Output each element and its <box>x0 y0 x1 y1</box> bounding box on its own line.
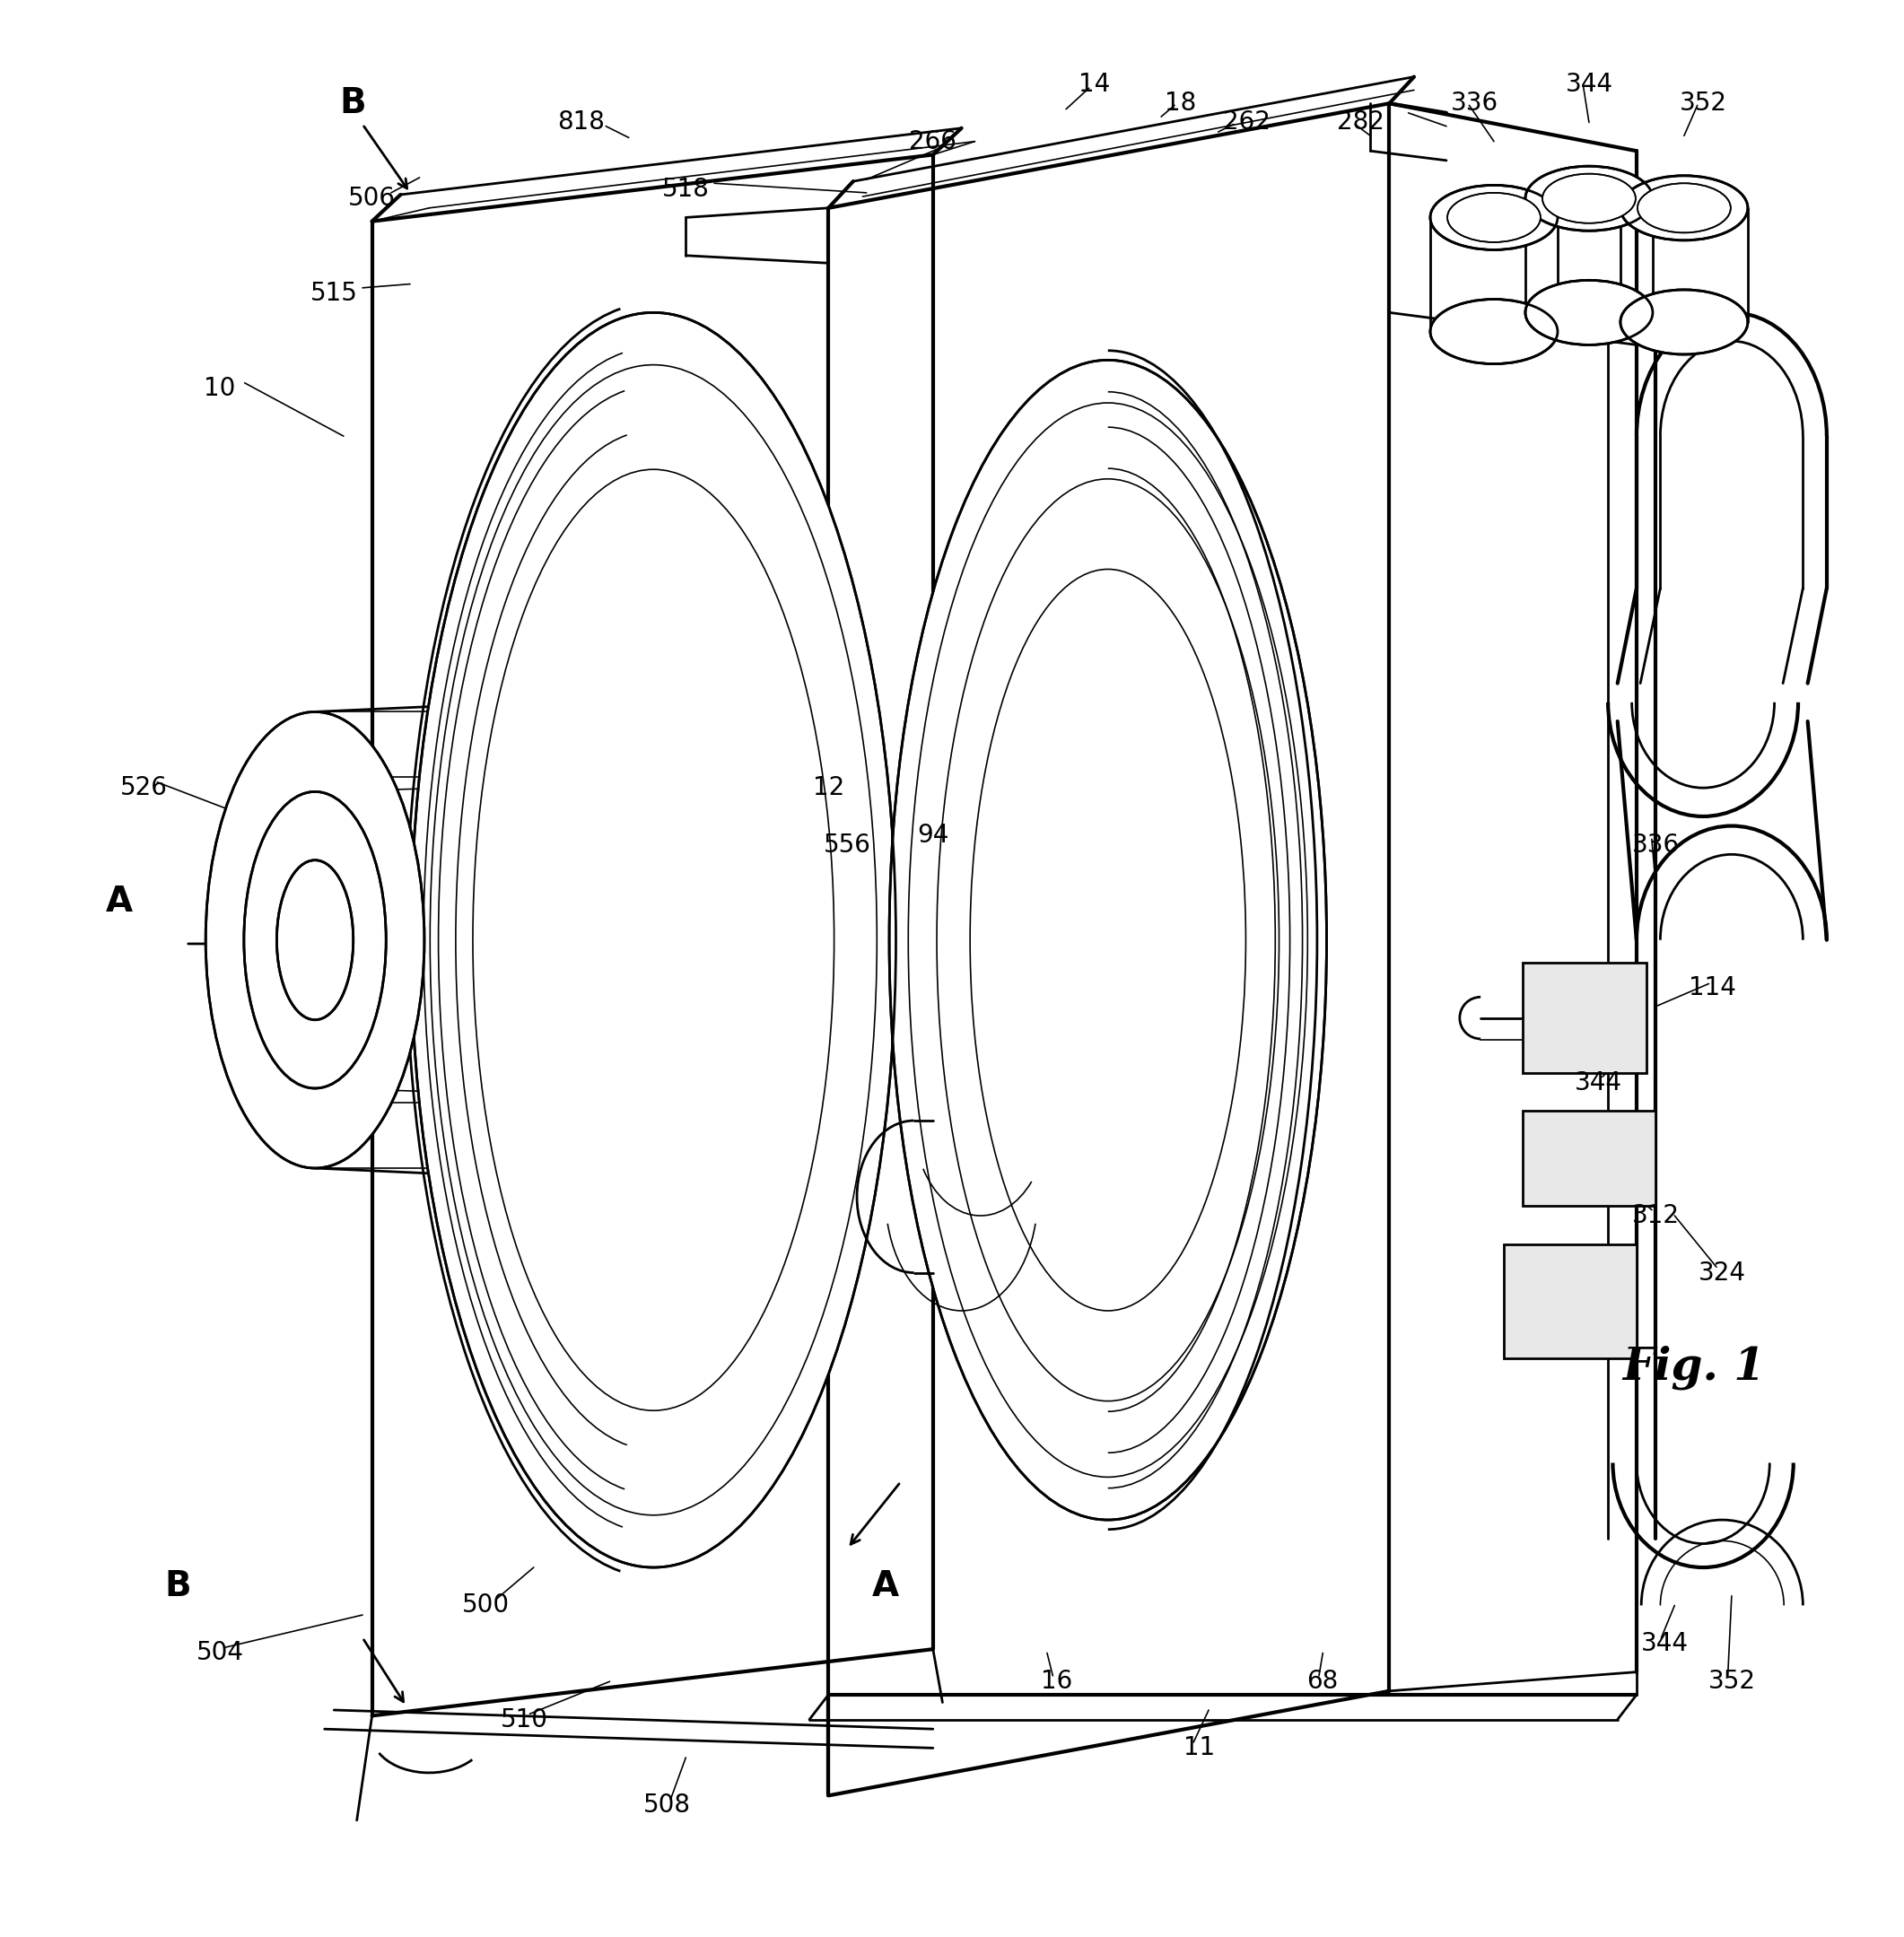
Text: 11: 11 <box>1184 1736 1215 1761</box>
Text: 18: 18 <box>1165 91 1196 116</box>
Text: 262: 262 <box>1222 110 1270 136</box>
Text: 10: 10 <box>204 376 236 401</box>
Ellipse shape <box>1620 291 1748 354</box>
Ellipse shape <box>276 860 354 1021</box>
Text: 508: 508 <box>644 1792 691 1817</box>
Polygon shape <box>1504 1244 1637 1358</box>
Text: 94: 94 <box>918 823 948 848</box>
Polygon shape <box>1523 963 1647 1073</box>
Text: 114: 114 <box>1689 974 1736 999</box>
Ellipse shape <box>1542 174 1636 223</box>
Text: 344: 344 <box>1641 1631 1689 1656</box>
Ellipse shape <box>1430 186 1557 250</box>
Text: 556: 556 <box>824 833 872 858</box>
Text: 352: 352 <box>1708 1670 1755 1695</box>
Text: 336: 336 <box>1632 833 1679 858</box>
Ellipse shape <box>1637 184 1731 232</box>
Text: 515: 515 <box>310 281 358 306</box>
Text: 14: 14 <box>1080 72 1110 97</box>
Text: 16: 16 <box>1041 1670 1072 1695</box>
Ellipse shape <box>244 792 387 1089</box>
Text: Fig. 1: Fig. 1 <box>1622 1346 1765 1391</box>
Ellipse shape <box>411 312 897 1567</box>
Text: 344: 344 <box>1575 1069 1622 1094</box>
Text: B: B <box>166 1569 192 1604</box>
Text: 324: 324 <box>1698 1261 1746 1286</box>
Text: 510: 510 <box>501 1706 548 1732</box>
Text: 344: 344 <box>1565 72 1613 97</box>
Text: 500: 500 <box>463 1592 510 1617</box>
Text: 336: 336 <box>1451 91 1498 116</box>
Ellipse shape <box>1447 194 1540 242</box>
Text: 352: 352 <box>1679 91 1727 116</box>
Ellipse shape <box>889 360 1327 1521</box>
Ellipse shape <box>206 711 425 1168</box>
Text: 68: 68 <box>1306 1670 1339 1695</box>
Text: 504: 504 <box>196 1641 244 1666</box>
Text: 518: 518 <box>663 176 710 201</box>
Text: 506: 506 <box>348 186 396 211</box>
Ellipse shape <box>1525 281 1653 345</box>
Ellipse shape <box>1525 167 1653 231</box>
Text: B: B <box>339 87 366 120</box>
Text: 312: 312 <box>1632 1203 1679 1228</box>
Text: 266: 266 <box>910 130 956 153</box>
Polygon shape <box>1523 1112 1656 1207</box>
Ellipse shape <box>1620 176 1748 240</box>
Text: 12: 12 <box>813 775 843 800</box>
Text: 526: 526 <box>120 775 168 800</box>
Ellipse shape <box>1430 298 1557 364</box>
Text: 818: 818 <box>558 110 605 136</box>
Text: A: A <box>105 885 133 918</box>
Text: 282: 282 <box>1337 110 1384 136</box>
Text: A: A <box>872 1569 899 1604</box>
